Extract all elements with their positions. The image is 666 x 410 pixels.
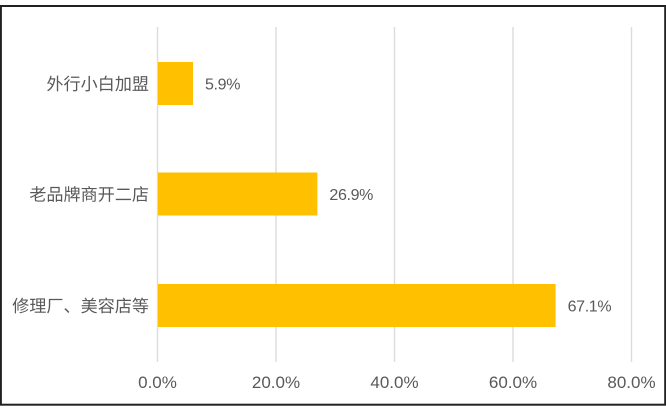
svg-text:67.1%: 67.1%	[568, 298, 612, 315]
svg-text:60.0%: 60.0%	[489, 373, 537, 392]
svg-text:0.0%: 0.0%	[138, 373, 177, 392]
svg-text:5.9%: 5.9%	[205, 76, 240, 93]
svg-text:20.0%: 20.0%	[252, 373, 300, 392]
svg-text:26.9%: 26.9%	[329, 187, 373, 204]
svg-text:40.0%: 40.0%	[370, 373, 418, 392]
svg-text:80.0%: 80.0%	[607, 373, 655, 392]
